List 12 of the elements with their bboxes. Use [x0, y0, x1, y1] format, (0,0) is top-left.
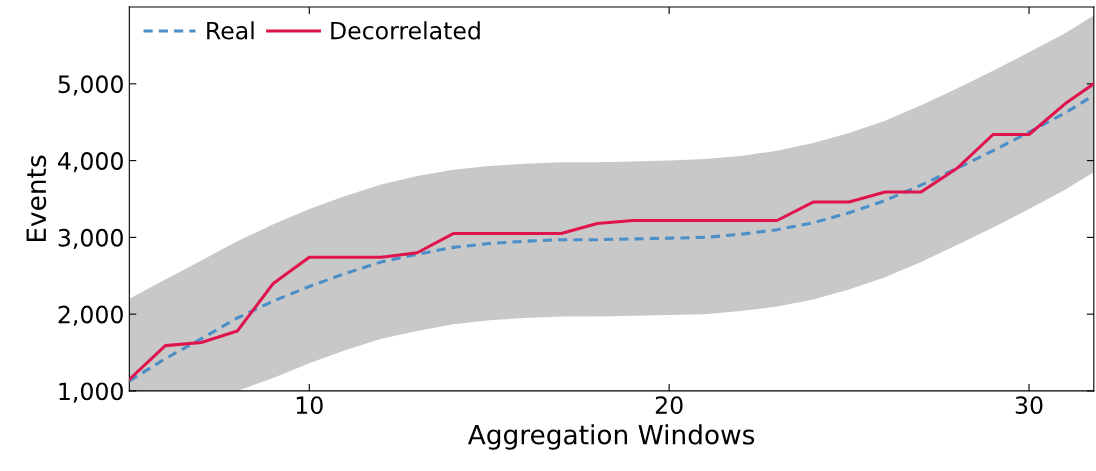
x-axis-title: Aggregation Windows	[467, 424, 755, 450]
x-tick-label: 10	[296, 396, 323, 415]
legend-label: Decorrelated	[331, 21, 480, 40]
y-axis-title: Events	[26, 155, 47, 242]
x-tick-label: 30	[1015, 396, 1043, 415]
legend-label: Real	[207, 21, 254, 40]
y-tick-label: 3,000	[58, 228, 123, 250]
y-tick-label: 5,000	[58, 75, 123, 96]
x-tick-label: 20	[655, 396, 683, 415]
y-tick-label: 2,000	[58, 305, 123, 326]
y-tick-label: 1,000	[59, 382, 123, 403]
y-tick-label: 4,000	[58, 152, 123, 173]
